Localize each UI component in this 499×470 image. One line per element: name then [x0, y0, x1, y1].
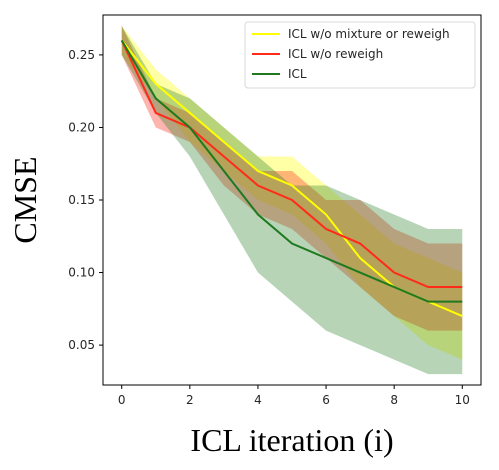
legend-label: ICL: [288, 67, 307, 81]
band-icl-w-o-mixture-or-reweigh: [121, 25, 463, 360]
axis-ticks: 0 2 4 6 8 10 0.05 0.10 0.15 0.20 0.25: [68, 48, 470, 407]
y-tick-label: 0.05: [68, 338, 95, 352]
line-icl: [120, 39, 463, 303]
x-tick-label: 2: [186, 393, 194, 407]
x-tick-label: 0: [118, 393, 126, 407]
y-tick-label: 0.10: [68, 266, 95, 280]
legend: ICL w/o mixture or reweigh ICL w/o reweig…: [244, 21, 476, 89]
x-tick-label: 6: [322, 393, 330, 407]
series-lines: [120, 39, 463, 317]
legend-box: [244, 21, 476, 89]
y-axis-label: CMSE: [7, 156, 43, 243]
band-icl-w-o-reweigh: [121, 25, 463, 331]
x-tick-label: 4: [254, 393, 262, 407]
y-tick-label: 0.20: [68, 120, 95, 134]
legend-label: ICL w/o reweigh: [288, 47, 383, 61]
x-axis-label: ICL iteration (i): [190, 422, 393, 458]
x-tick-label: 10: [455, 393, 470, 407]
x-tick-label: 8: [390, 393, 398, 407]
y-tick-label: 0.15: [68, 193, 95, 207]
line-icl-w-o-reweigh: [120, 39, 463, 289]
legend-label: ICL w/o mixture or reweigh: [288, 27, 450, 41]
y-tick-label: 0.25: [68, 48, 95, 62]
